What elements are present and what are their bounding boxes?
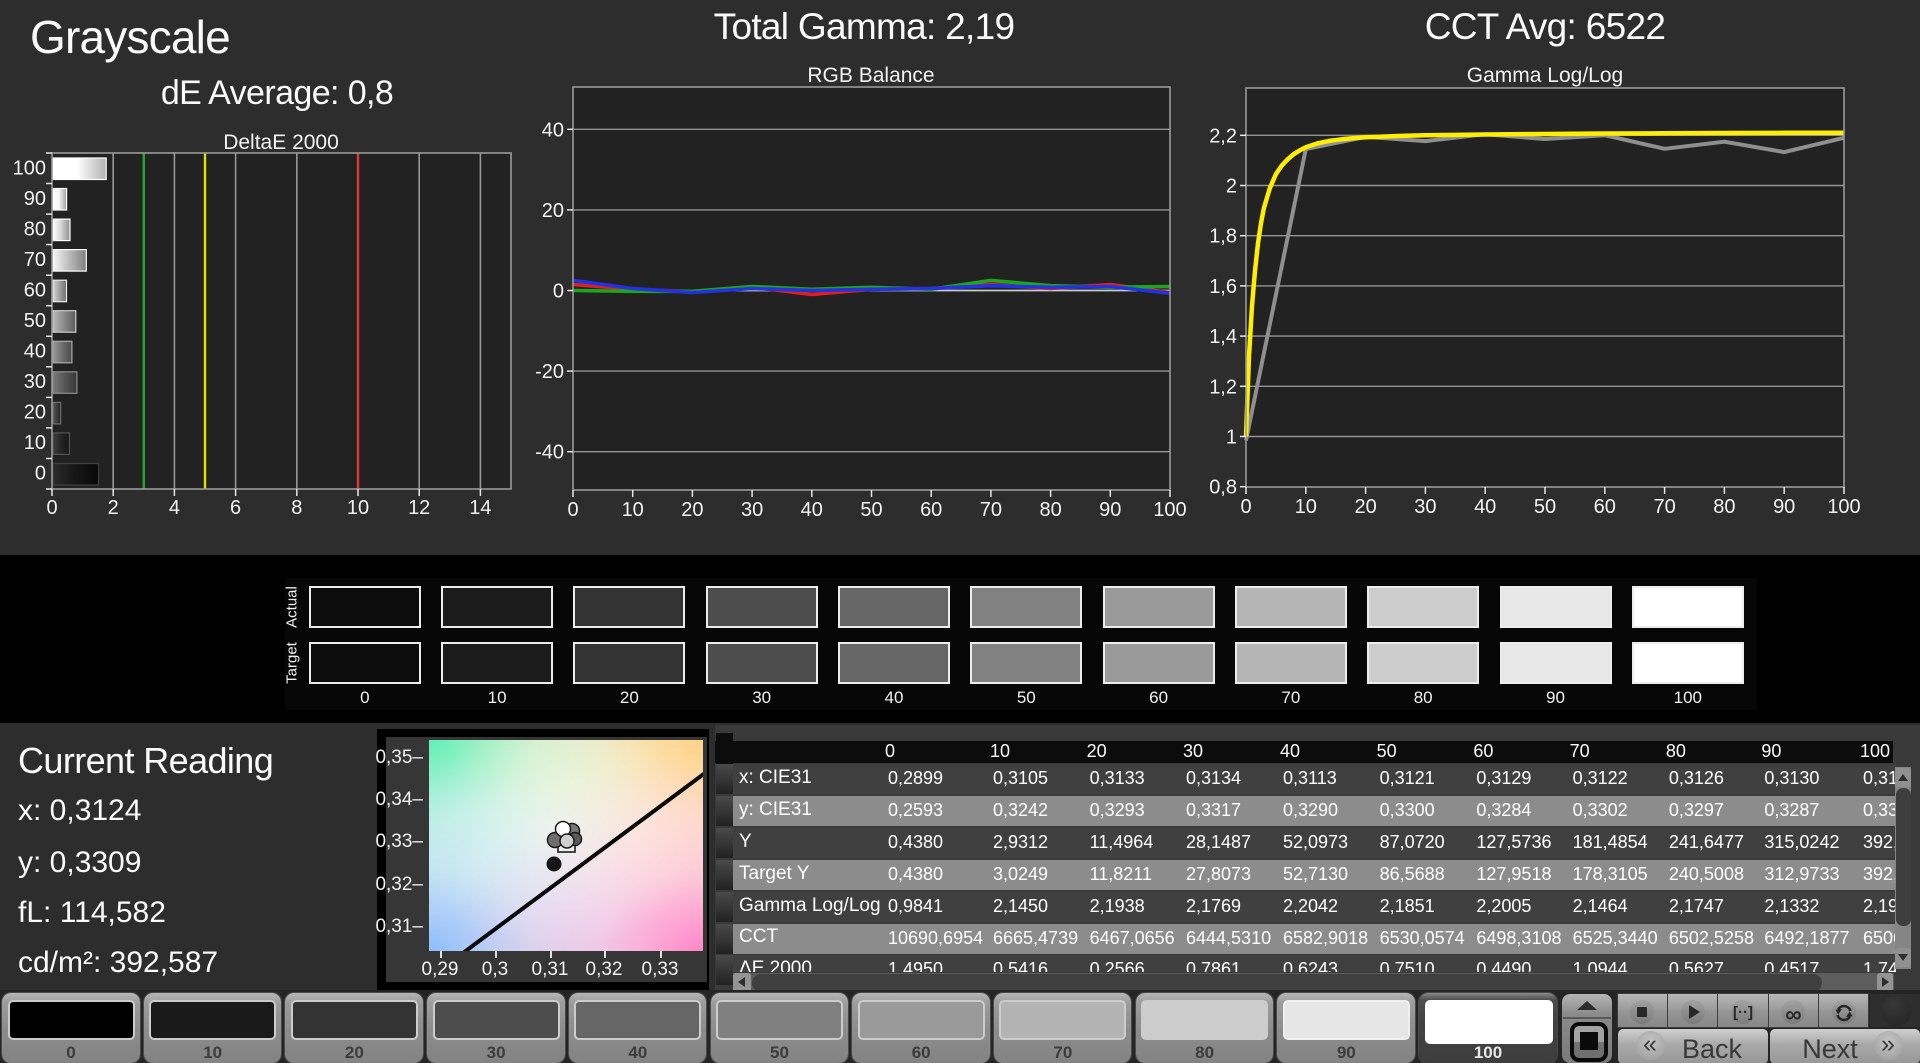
- svg-text:100: 100: [13, 157, 46, 179]
- svg-text:0: 0: [567, 499, 578, 521]
- svg-text:30: 30: [1414, 496, 1436, 518]
- svg-text:1,4: 1,4: [1209, 326, 1237, 348]
- svg-text:10: 10: [347, 497, 369, 519]
- svg-text:DeltaE 2000: DeltaE 2000: [223, 131, 339, 154]
- svg-text:1,2: 1,2: [1209, 376, 1237, 398]
- svg-text:1,6: 1,6: [1209, 276, 1237, 298]
- svg-text:60: 60: [920, 499, 942, 521]
- svg-text:40: 40: [542, 119, 564, 141]
- svg-text:8: 8: [291, 497, 302, 519]
- svg-text:2: 2: [1226, 176, 1237, 198]
- svg-text:0: 0: [35, 463, 46, 485]
- svg-text:60: 60: [1594, 496, 1616, 518]
- svg-text:90: 90: [1773, 496, 1795, 518]
- svg-text:14: 14: [469, 497, 491, 519]
- svg-text:-40: -40: [535, 442, 564, 464]
- svg-text:40: 40: [1474, 496, 1496, 518]
- svg-text:10: 10: [24, 432, 46, 454]
- svg-text:0,8: 0,8: [1209, 477, 1237, 499]
- svg-text:90: 90: [1099, 499, 1121, 521]
- svg-text:30: 30: [741, 499, 763, 521]
- svg-text:-20: -20: [535, 361, 564, 383]
- svg-text:1,8: 1,8: [1209, 226, 1237, 248]
- svg-text:12: 12: [408, 497, 430, 519]
- svg-text:70: 70: [980, 499, 1002, 521]
- svg-text:2: 2: [108, 497, 119, 519]
- svg-text:10: 10: [1295, 496, 1317, 518]
- svg-text:60: 60: [24, 280, 46, 302]
- svg-text:1: 1: [1226, 427, 1237, 449]
- svg-text:20: 20: [24, 402, 46, 424]
- svg-text:2,2: 2,2: [1209, 125, 1237, 147]
- svg-text:4: 4: [169, 497, 180, 519]
- svg-text:40: 40: [24, 341, 46, 363]
- svg-text:90: 90: [24, 188, 46, 210]
- svg-text:50: 50: [1534, 496, 1556, 518]
- svg-text:6: 6: [230, 497, 241, 519]
- svg-text:50: 50: [24, 310, 46, 332]
- svg-text:10: 10: [622, 499, 644, 521]
- svg-text:20: 20: [681, 499, 703, 521]
- svg-text:80: 80: [1039, 499, 1061, 521]
- svg-text:RGB Balance: RGB Balance: [807, 64, 934, 87]
- svg-text:0: 0: [46, 497, 57, 519]
- svg-text:Gamma Log/Log: Gamma Log/Log: [1467, 64, 1623, 87]
- svg-text:80: 80: [24, 218, 46, 240]
- svg-text:20: 20: [542, 200, 564, 222]
- svg-text:70: 70: [24, 249, 46, 271]
- svg-text:0: 0: [553, 281, 564, 303]
- svg-text:50: 50: [860, 499, 882, 521]
- svg-text:40: 40: [801, 499, 823, 521]
- svg-text:70: 70: [1653, 496, 1675, 518]
- svg-text:80: 80: [1713, 496, 1735, 518]
- svg-text:30: 30: [24, 371, 46, 393]
- svg-text:0: 0: [1240, 496, 1251, 518]
- svg-text:20: 20: [1354, 496, 1376, 518]
- svg-text:100: 100: [1827, 496, 1860, 518]
- svg-text:100: 100: [1153, 499, 1186, 521]
